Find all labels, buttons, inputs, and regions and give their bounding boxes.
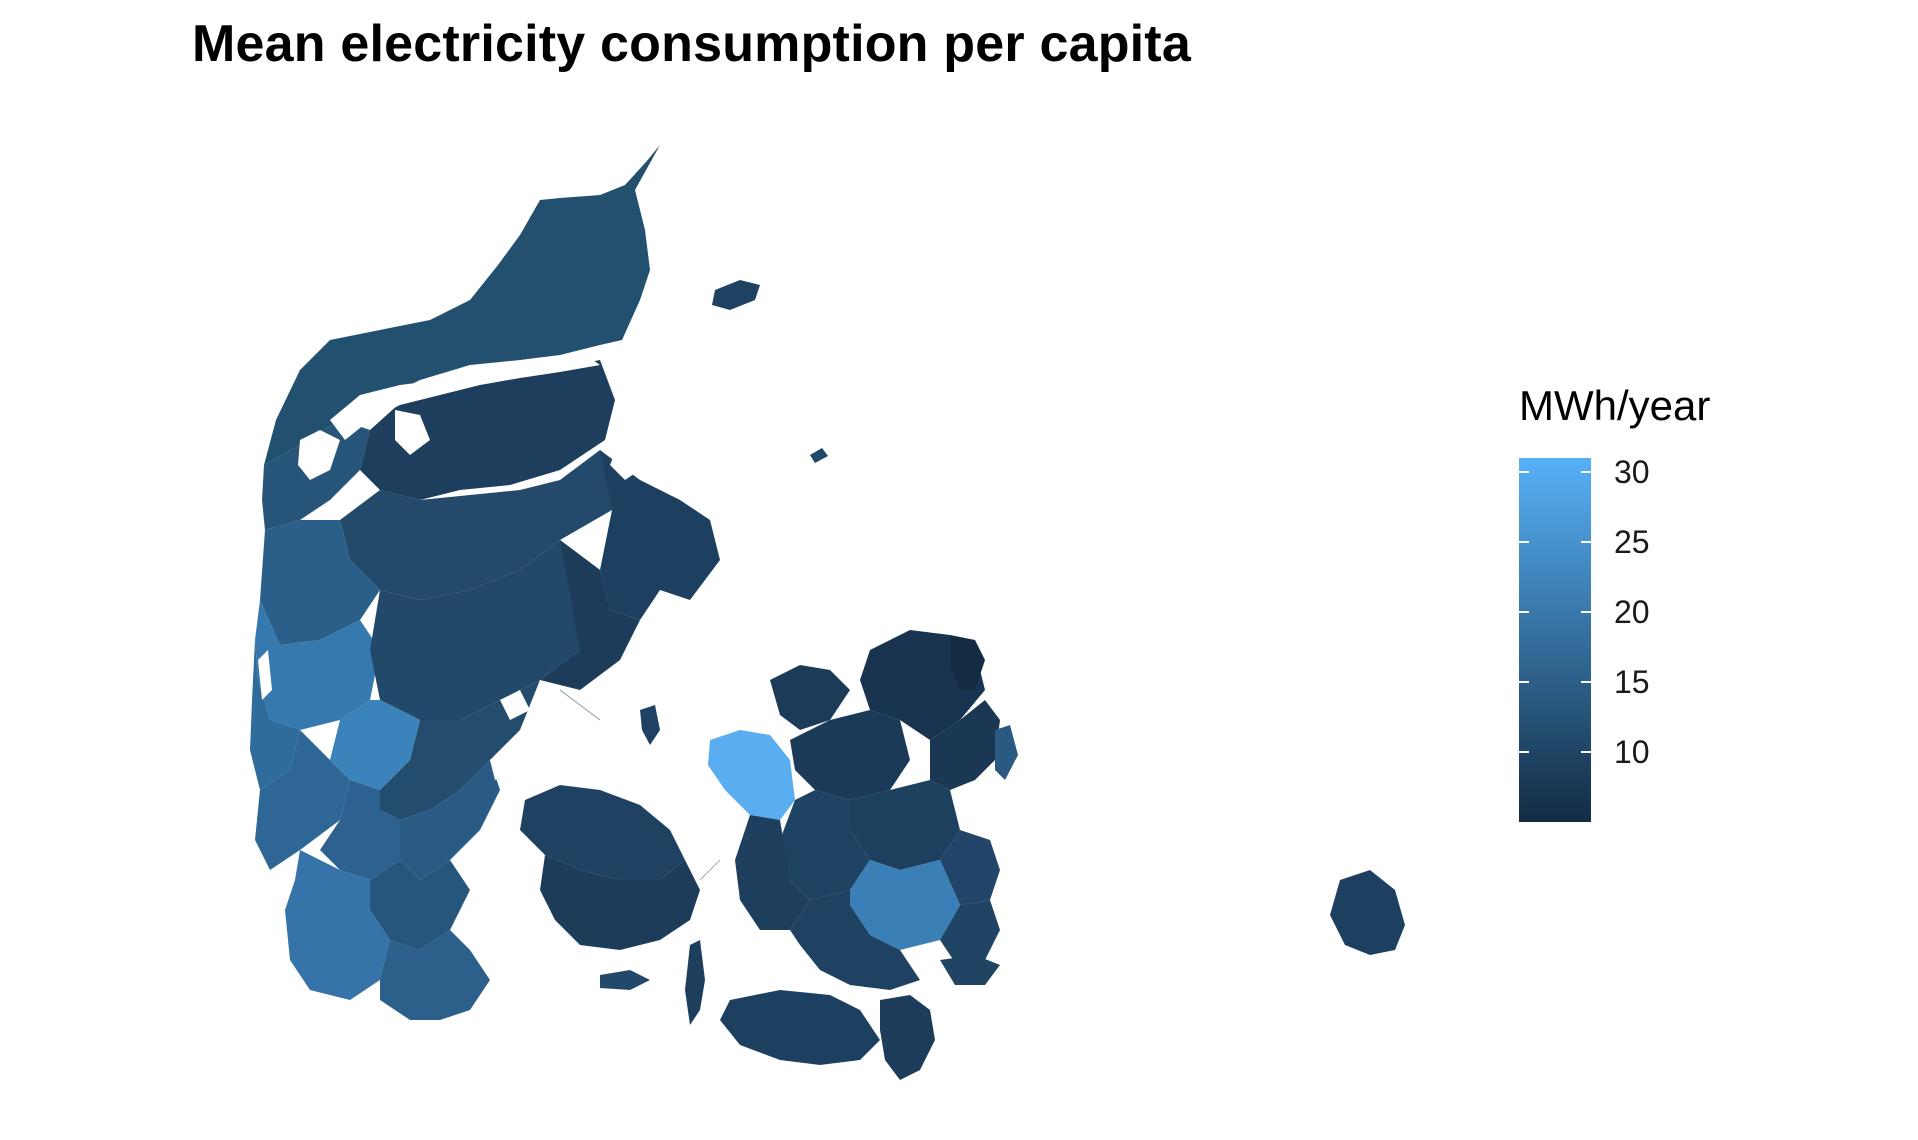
- region-viborg[interactable]: [340, 450, 615, 600]
- legend-tick-right: [1581, 471, 1591, 473]
- region-aabenraa-sonderborg[interactable]: [380, 930, 490, 1020]
- region-copenhagen[interactable]: [930, 700, 1000, 790]
- legend-tick-right: [1581, 751, 1591, 753]
- map-title: Mean electricity consumption per capita: [192, 15, 1191, 73]
- region-slagelse[interactable]: [735, 815, 810, 930]
- legend-label: 30: [1614, 454, 1650, 490]
- region-langeland[interactable]: [685, 940, 705, 1025]
- color-legend: MWh/year 30 25 20 15 10: [1519, 382, 1779, 842]
- region-koge[interactable]: [940, 830, 1000, 905]
- region-roskilde[interactable]: [850, 780, 960, 870]
- region-amager[interactable]: [995, 725, 1018, 780]
- region-lolland[interactable]: [720, 990, 880, 1065]
- legend-tick-left: [1519, 751, 1529, 753]
- legend-label: 25: [1614, 524, 1650, 560]
- region-ringkobing[interactable]: [250, 640, 300, 790]
- region-falster[interactable]: [880, 995, 935, 1080]
- region-ringsted[interactable]: [780, 790, 870, 900]
- legend-label: 15: [1614, 664, 1650, 700]
- region-helsingor[interactable]: [950, 635, 985, 690]
- region-borders: [379, 489, 721, 881]
- region-vendsyssel[interactable]: [264, 145, 660, 465]
- funen: [520, 785, 705, 1025]
- region-naestved[interactable]: [850, 860, 960, 950]
- region-aarhus[interactable]: [540, 540, 640, 690]
- legend-color-bar: [1519, 458, 1591, 822]
- region-billund-vejen[interactable]: [320, 780, 400, 880]
- legend-tick-left: [1519, 471, 1529, 473]
- legend-title: MWh/year: [1519, 382, 1711, 429]
- legend-tick-left: [1519, 541, 1529, 543]
- legend-tick-right: [1581, 541, 1591, 543]
- region-holbaek[interactable]: [790, 710, 910, 800]
- region-odsherred[interactable]: [770, 665, 850, 730]
- region-djursland[interactable]: [600, 450, 720, 620]
- region-silkeborg[interactable]: [370, 540, 610, 720]
- region-bornholm[interactable]: [1330, 870, 1405, 955]
- small-islands: [640, 280, 1405, 955]
- legend-tick-right: [1581, 611, 1591, 613]
- legend-tick-right: [1581, 681, 1591, 683]
- lolland-falster: [720, 955, 1000, 1080]
- region-vordingborg[interactable]: [790, 890, 920, 990]
- region-anholt[interactable]: [810, 448, 828, 463]
- inland-water: [258, 358, 640, 780]
- region-stevns[interactable]: [940, 900, 1000, 970]
- legend-tick-left: [1519, 611, 1529, 613]
- region-ikast-brande[interactable]: [330, 700, 420, 790]
- region-funen-south[interactable]: [540, 855, 700, 950]
- zealand: [708, 630, 1018, 990]
- region-aero[interactable]: [600, 970, 650, 990]
- region-haderslev[interactable]: [370, 860, 470, 950]
- region-samso[interactable]: [640, 705, 660, 745]
- region-varde-esbjerg[interactable]: [255, 730, 350, 870]
- region-kalundborg[interactable]: [708, 730, 795, 820]
- region-tonder[interactable]: [285, 850, 390, 1000]
- region-skive-holstebro[interactable]: [260, 520, 380, 645]
- region-funen-north[interactable]: [520, 785, 685, 880]
- region-kolding-fredericia[interactable]: [400, 760, 500, 880]
- legend-label: 10: [1614, 734, 1650, 770]
- legend-tick-left: [1519, 681, 1529, 683]
- region-herning[interactable]: [255, 600, 380, 730]
- region-vejle[interactable]: [380, 680, 540, 820]
- region-mon[interactable]: [940, 955, 1000, 985]
- legend-label: 20: [1614, 594, 1650, 630]
- region-laeso[interactable]: [712, 280, 760, 310]
